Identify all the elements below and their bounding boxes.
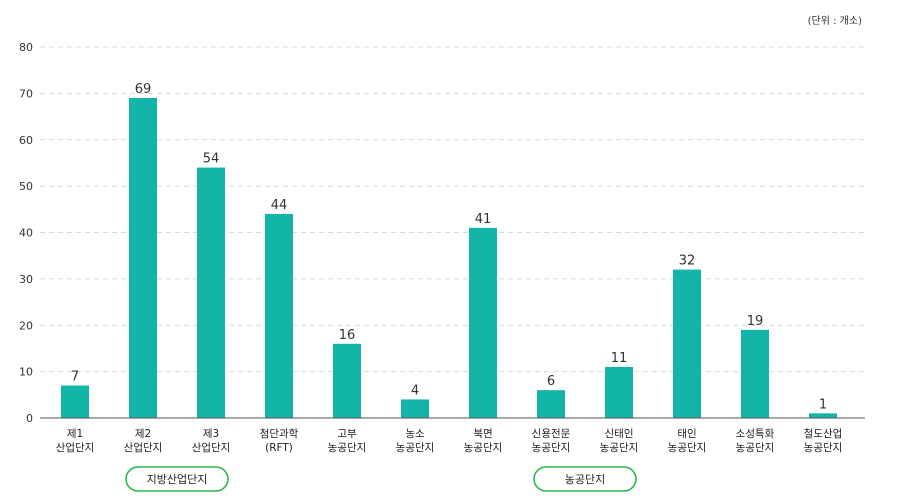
data-label: 69	[135, 82, 152, 97]
data-label: 32	[679, 254, 696, 269]
category-label: 소성특화	[736, 428, 775, 440]
category-label: 신태인	[605, 428, 634, 440]
category-label: 제2	[135, 428, 151, 440]
category-label: 농공단지	[736, 442, 775, 454]
bars	[61, 98, 837, 418]
data-label: 19	[747, 314, 764, 329]
category-label: 농공단지	[668, 442, 707, 454]
category-label: 태인	[677, 428, 696, 440]
category-label: 농소	[405, 428, 425, 440]
category-label: 철도산업	[804, 427, 843, 440]
bar	[61, 385, 89, 418]
gridlines	[40, 46, 865, 373]
category-label: 제1	[67, 428, 83, 440]
group-labels: 지방산업단지 농공단지	[125, 466, 637, 492]
bar	[673, 269, 701, 418]
category-label: 제3	[203, 428, 219, 440]
category-label: 농공단지	[464, 442, 503, 454]
group-label-text: 지방산업단지	[147, 473, 208, 486]
data-label: 6	[547, 374, 555, 389]
data-label: 54	[203, 152, 220, 167]
category-label: 고부	[337, 428, 357, 440]
y-tick-label: 40	[19, 227, 33, 240]
category-label: 산업단지	[124, 441, 163, 454]
bar	[333, 343, 361, 418]
bar	[537, 390, 565, 418]
y-tick-label: 20	[19, 319, 33, 332]
y-tick-label: 60	[19, 134, 33, 147]
category-label: (RFT)	[265, 442, 293, 454]
category-label: 산업단지	[56, 441, 95, 454]
data-label: 16	[339, 328, 356, 343]
category-label: 산업단지	[192, 441, 231, 454]
unit-label: (단위 : 개소)	[808, 14, 862, 27]
y-tick-label: 0	[26, 412, 33, 425]
group-label-pill	[533, 466, 637, 492]
data-label: 1	[819, 397, 827, 412]
bar	[469, 227, 497, 418]
bar	[197, 167, 225, 418]
y-tick-label: 10	[19, 366, 33, 379]
bar	[605, 366, 633, 418]
category-label: 신용전문	[532, 428, 571, 440]
bar	[265, 213, 293, 418]
bar	[741, 329, 769, 418]
bar	[401, 399, 429, 418]
y-tick-label: 80	[19, 41, 33, 54]
group-label-pill	[125, 466, 229, 492]
category-label: 농공단지	[804, 442, 843, 454]
category-label: 농공단지	[328, 442, 367, 454]
category-label: 첨단과학	[260, 428, 299, 440]
data-label: 11	[611, 351, 628, 366]
bar	[129, 98, 157, 418]
y-tick-label: 50	[19, 180, 33, 193]
category-label: 농공단지	[532, 442, 571, 454]
category-label: 농공단지	[396, 442, 435, 454]
data-label: 7	[71, 370, 79, 385]
data-label: 44	[271, 198, 288, 213]
data-label: 4	[411, 383, 419, 398]
y-tick-label: 70	[19, 87, 33, 100]
category-label: 농공단지	[600, 442, 639, 454]
bar	[809, 413, 837, 418]
y-axis-ticks: 0 10 20 30 40 50 60 70 80	[19, 41, 33, 425]
category-labels: 제1산업단지제2산업단지제3산업단지첨단과학(RFT)고부농공단지농소농공단지북…	[56, 427, 843, 454]
category-label: 북면	[473, 428, 492, 440]
group-label-text: 농공단지	[565, 473, 605, 486]
data-label: 41	[475, 212, 492, 227]
y-tick-label: 30	[19, 273, 33, 286]
